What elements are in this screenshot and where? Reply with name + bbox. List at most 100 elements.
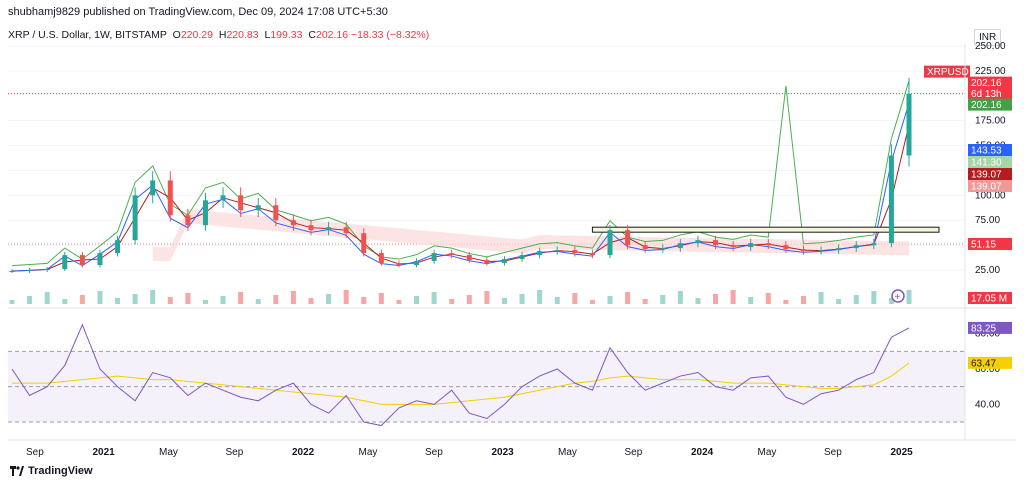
volume-bar: [361, 297, 367, 304]
candle-body: [97, 253, 103, 266]
candle-body: [79, 255, 85, 266]
plus-glyph: +: [895, 292, 901, 303]
candle-body: [9, 270, 15, 272]
rsi-label-text: 83.25: [971, 323, 996, 334]
candle-body: [713, 240, 719, 246]
volume-bar: [660, 295, 666, 304]
volume-bar: [273, 295, 279, 304]
volume-bar: [730, 290, 736, 304]
candle-body: [378, 253, 384, 264]
ichimoku-cloud: [152, 209, 910, 262]
volume-bar: [677, 291, 683, 304]
lagging-span-line: [11, 80, 910, 267]
price-tick-label: 25.00: [975, 265, 1000, 276]
rsi-label-box: [968, 321, 1012, 334]
candle-body: [62, 255, 68, 270]
volume-bars: +: [9, 289, 912, 304]
open-value: 220.29: [180, 29, 213, 41]
candle-body: [431, 253, 437, 262]
price-axis: 250.00225.00175.00150.00125.00100.0075.0…: [8, 41, 1016, 441]
candle-body: [326, 227, 332, 231]
volume-bar: [255, 299, 261, 304]
candle-body: [290, 220, 296, 226]
base-line: [11, 124, 910, 272]
price-label-box: [924, 65, 970, 78]
price-label-box: [968, 180, 1012, 192]
volume-bar: [449, 299, 455, 304]
candle-body: [572, 250, 578, 254]
rsi-pane: 80.00 60.00 40.00 83.25 63.47: [8, 321, 1012, 427]
rsi-tick-label: 40.00: [975, 399, 1000, 410]
price-tick-label: 175.00: [975, 116, 1006, 127]
symbol-title: XRP / U.S. Dollar, 1W, BITSTAMP: [8, 29, 167, 41]
price-label-text: 141.30: [971, 158, 1002, 169]
candle-body: [501, 259, 507, 264]
candle-body: [783, 245, 789, 250]
volume-bar: [519, 294, 525, 304]
candle-body: [748, 243, 754, 248]
volume-bar: [765, 293, 771, 304]
candle-body: [484, 260, 490, 264]
rsi-tick-label: 60.00: [975, 364, 1000, 375]
price-label-box: [968, 156, 1012, 168]
volume-bar: [625, 292, 631, 304]
candle-body: [44, 269, 50, 271]
candle-body: [660, 248, 666, 250]
candle-body: [167, 180, 173, 216]
volume-bar: [537, 290, 543, 304]
price-label-text: 202.16: [971, 78, 1002, 89]
candle-body: [132, 195, 138, 241]
price-label-text: 139.07: [971, 182, 1002, 193]
volume-bar: [343, 290, 349, 304]
volume-bar: [818, 292, 824, 304]
candle-body: [396, 263, 402, 266]
volume-bar: [97, 291, 103, 304]
grid: [8, 45, 965, 271]
currency-button[interactable]: INR: [974, 29, 1002, 46]
candle-body: [150, 180, 156, 196]
candle-body: [414, 261, 420, 266]
time-tick-label: 2024: [691, 447, 714, 458]
volume-bar: [642, 299, 648, 304]
candle-body: [853, 245, 859, 249]
time-tick-label: Sep: [824, 447, 842, 458]
price-label-box: [968, 168, 1012, 180]
volume-bar: [748, 297, 754, 304]
conversion-line: [11, 102, 910, 272]
candle-body: [800, 249, 806, 252]
plus-icon: [891, 289, 905, 303]
price-label-box: [968, 292, 1012, 304]
price-tick-label: 100.00: [975, 190, 1006, 201]
candles: [9, 77, 912, 273]
volume-bar: [589, 300, 595, 304]
price-label-box: [968, 98, 1012, 111]
time-tick-label: 2021: [93, 447, 116, 458]
volume-bar: [150, 290, 156, 304]
low-label: L: [264, 29, 271, 41]
time-tick-label: May: [359, 447, 378, 458]
candle-body: [255, 205, 261, 211]
candle-body: [537, 251, 543, 256]
volume-bar: [62, 299, 68, 304]
candle-body: [449, 253, 455, 256]
price-label-text: 139.07: [971, 170, 1002, 181]
volume-bar: [27, 296, 33, 304]
volume-bar: [501, 298, 507, 304]
price-label-box: [968, 76, 1012, 89]
symbol-legend: XRP / U.S. Dollar, 1W, BITSTAMP O220.29 …: [8, 29, 429, 41]
time-tick-label: May: [159, 447, 178, 458]
close-value: 202.16: [315, 29, 349, 41]
candle-body: [871, 243, 877, 246]
price-tick-label: 225.00: [975, 66, 1006, 77]
volume-bar: [167, 297, 173, 304]
candle-body: [888, 155, 894, 244]
time-tick-label: Sep: [26, 447, 44, 458]
rsi-line: [11, 323, 910, 427]
volume-bar: [396, 300, 402, 304]
price-label-box: [968, 144, 1012, 156]
publish-header: shubhamj9829 published on TradingView.co…: [8, 6, 388, 18]
price-label-text: 202.16: [971, 100, 1002, 111]
candle-body: [220, 195, 226, 201]
price-tick-label: 75.00: [975, 215, 1000, 226]
